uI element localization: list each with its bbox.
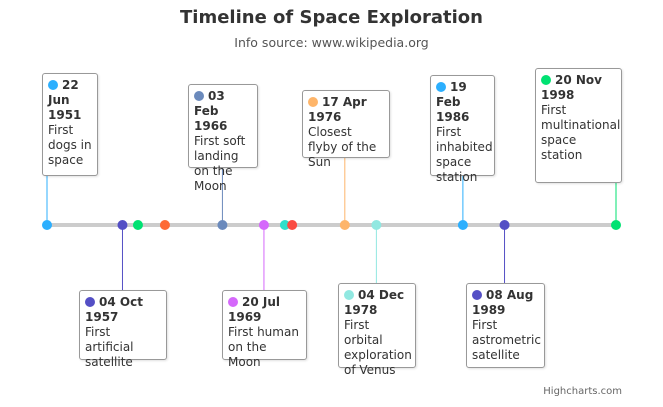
event-date-line: 04 Dec 1978 — [344, 288, 410, 318]
legend-bullet — [85, 297, 95, 307]
event-label: 04 Dec 1978 First orbital exploration of … — [338, 283, 416, 377]
event-date-line: 22 Jun 1951 — [48, 78, 92, 123]
event-label: 04 Oct 1957 First artificial satellite — [79, 290, 167, 369]
legend-bullet — [472, 290, 482, 300]
event-point — [132, 220, 143, 230]
event-label: 03 Feb 1966 First soft landing on the Moo… — [188, 84, 258, 193]
event-description: First dogs in space — [48, 123, 92, 167]
event-description: First multinational space station — [541, 103, 621, 162]
event-date: 04 Oct 1957 — [85, 295, 143, 324]
event-point — [611, 220, 621, 230]
legend-bullet — [308, 97, 318, 107]
event-label: 17 Apr 1976 Closest flyby of the Sun — [302, 90, 390, 169]
event-label: 20 Nov 1998 First multinational space sta… — [535, 68, 622, 183]
legend-bullet — [228, 297, 238, 307]
event-date: 19 Feb 1986 — [436, 80, 470, 124]
event-label: 19 Feb 1986 First inhabited space station — [430, 75, 495, 184]
event-date: 04 Dec 1978 — [344, 288, 405, 317]
event-description: First artificial satellite — [85, 325, 134, 369]
event-point — [258, 220, 269, 230]
event-date-line: 03 Feb 1966 — [194, 89, 252, 134]
event-point — [339, 220, 350, 230]
event-point — [159, 220, 170, 230]
chart-subtitle: Info source: www.wikipedia.org — [234, 35, 429, 50]
event-date: 20 Nov 1998 — [541, 73, 602, 102]
event-label: 22 Jun 1951 First dogs in space — [42, 73, 98, 176]
event-point — [117, 220, 128, 230]
event-date: 20 Jul 1969 — [228, 295, 280, 324]
event-date-line: 17 Apr 1976 — [308, 95, 384, 125]
event-date: 17 Apr 1976 — [308, 95, 367, 124]
event-date-line: 08 Aug 1989 — [472, 288, 539, 318]
event-description: First astrometric satellite — [472, 318, 541, 362]
event-description: First human on the Moon — [228, 325, 299, 369]
event-label: 08 Aug 1989 First astrometric satellite — [466, 283, 545, 368]
legend-bullet — [541, 75, 551, 85]
event-point — [371, 220, 382, 230]
event-description: Closest flyby of the Sun — [308, 125, 377, 169]
event-description: First soft landing on the Moon — [194, 134, 246, 193]
legend-bullet — [194, 91, 204, 101]
event-point — [217, 220, 228, 230]
credits[interactable]: Highcharts.com — [543, 386, 622, 397]
event-date-line: 19 Feb 1986 — [436, 80, 489, 125]
event-point — [457, 220, 468, 230]
event-date-line: 04 Oct 1957 — [85, 295, 161, 325]
event-point — [42, 220, 52, 230]
event-date: 08 Aug 1989 — [472, 288, 534, 317]
event-date: 03 Feb 1966 — [194, 89, 228, 133]
event-point — [279, 220, 290, 230]
event-date-line: 20 Jul 1969 — [228, 295, 301, 325]
event-point — [287, 220, 298, 230]
event-description: First inhabited space station — [436, 125, 493, 184]
legend-bullet — [48, 80, 58, 90]
event-date: 22 Jun 1951 — [48, 78, 82, 122]
chart-title: Timeline of Space Exploration — [180, 7, 483, 28]
event-date-line: 20 Nov 1998 — [541, 73, 616, 103]
event-point — [499, 220, 510, 230]
legend-bullet — [436, 82, 446, 92]
event-description: First orbital exploration of Venus — [344, 318, 412, 377]
event-label: 20 Jul 1969 First human on the Moon — [222, 290, 307, 369]
legend-bullet — [344, 290, 354, 300]
